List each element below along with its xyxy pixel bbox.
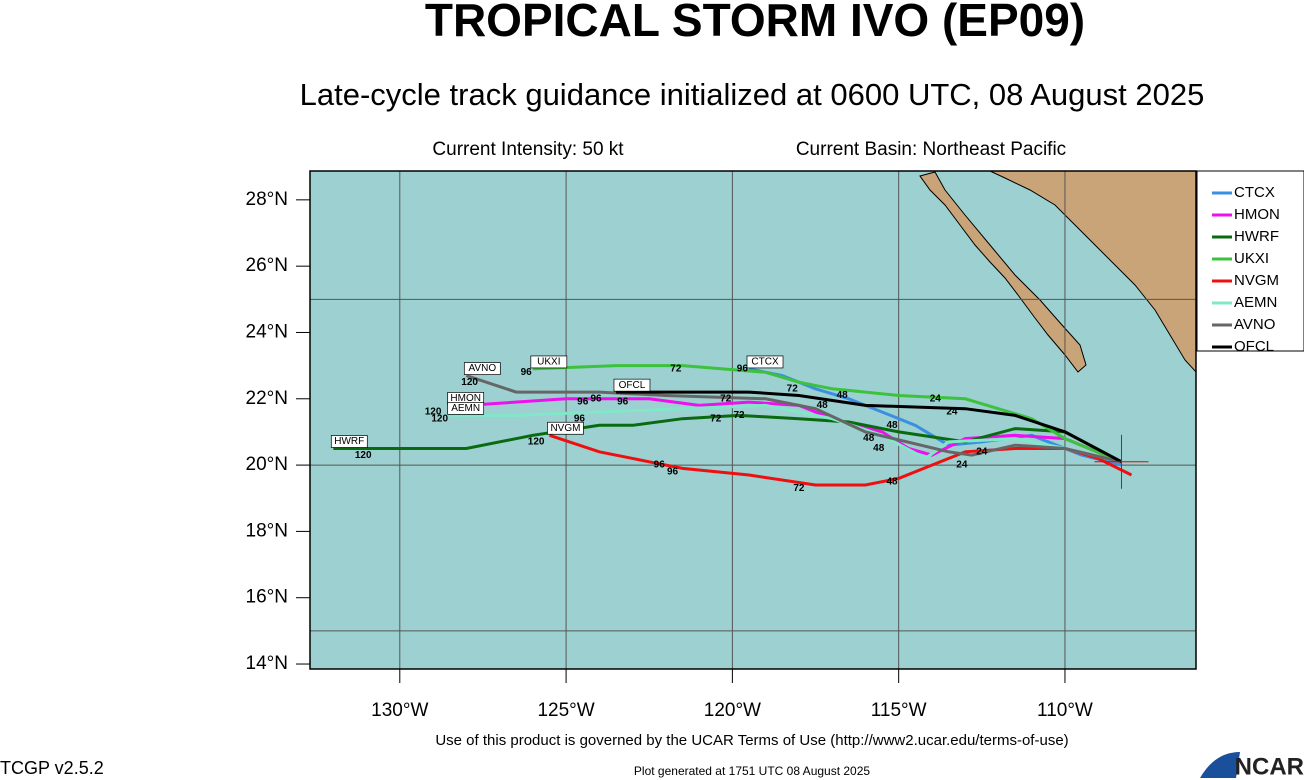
hour-label: 96 [521, 367, 533, 378]
hour-label: 72 [787, 383, 799, 394]
ncar-logo-mark [1200, 752, 1240, 778]
subtitle: Late-cycle track guidance initialized at… [300, 77, 1205, 112]
lon-tick-label: 120°W [704, 700, 761, 721]
legend-label: AEMN [1234, 294, 1277, 311]
legend-label: AVNO [1234, 316, 1275, 333]
lat-tick-label: 18°N [246, 520, 288, 541]
track-tag-box [330, 435, 368, 448]
track-tag: OFCL [619, 380, 646, 391]
basin: Current Basin: Northeast Pacific [796, 139, 1066, 160]
track-tag-box [447, 402, 485, 415]
generated: Plot generated at 1751 UTC 08 August 202… [634, 764, 870, 778]
lat-tick-label: 14°N [246, 653, 288, 674]
hour-label: 120 [431, 413, 448, 424]
mainland-mexico [989, 170, 1197, 374]
legend-label: UKXI [1234, 250, 1269, 267]
track-tag: HWRF [334, 436, 364, 447]
baja-california [919, 171, 1087, 373]
track-tag-box [613, 378, 651, 392]
hour-label: 24 [976, 446, 988, 457]
hour-label: 96 [574, 413, 586, 424]
hour-label: 120 [528, 437, 545, 448]
track-tag-box [530, 355, 568, 369]
hour-label: 24 [946, 407, 958, 418]
hour-label: 24 [956, 460, 968, 471]
lat-tick-label: 24°N [246, 321, 288, 342]
hour-label: 96 [590, 393, 602, 404]
hour-label: 72 [710, 413, 722, 424]
track-tag-box [463, 362, 501, 375]
lon-tick-label: 110°W [1037, 700, 1093, 721]
title: TROPICAL STORM IVO (EP09) [425, 0, 1085, 46]
hour-label: 48 [886, 420, 898, 431]
hour-label: 72 [720, 393, 732, 404]
ocean [310, 171, 1196, 669]
intensity: Current Intensity: 50 kt [432, 139, 624, 160]
hour-label: 72 [670, 364, 682, 375]
track-tag: AEMN [451, 403, 480, 414]
lat-tick-label: 28°N [246, 189, 288, 210]
legend-label: HMON [1234, 206, 1280, 223]
hour-label: 48 [837, 390, 849, 401]
track-tag: UKXI [537, 357, 560, 368]
track-line [465, 374, 1122, 464]
lat-tick-label: 16°N [246, 587, 288, 608]
version: TCGP v2.5.2 [0, 758, 104, 778]
legend-label: OFCL [1234, 338, 1274, 355]
legend-label: HWRF [1234, 228, 1279, 245]
lon-tick-label: 115°W [871, 700, 927, 721]
legend-box [1196, 170, 1304, 352]
hour-label: 96 [577, 397, 589, 408]
hour-label: 48 [863, 433, 875, 444]
track-tag: HMON [450, 393, 481, 404]
hour-label: 72 [793, 483, 805, 494]
hour-label: 120 [355, 450, 372, 461]
hour-label: 96 [654, 460, 666, 471]
hour-label: 120 [425, 407, 442, 418]
track-tag-box [746, 355, 784, 369]
legend-label: NVGM [1234, 272, 1279, 289]
hour-label: 96 [617, 397, 629, 408]
track-line [333, 413, 1123, 464]
lon-tick-label: 130°W [371, 700, 428, 721]
hour-label: 96 [667, 466, 679, 477]
hour-label: 72 [733, 410, 745, 421]
hour-label: 48 [873, 443, 885, 454]
track-line [616, 390, 1123, 464]
hour-label: 96 [737, 364, 749, 375]
track-tag: NVGM [550, 423, 580, 434]
ncar-logo: NCAR [1235, 753, 1304, 780]
lat-tick-label: 20°N [246, 454, 288, 475]
lon-tick-label: 125°W [537, 700, 594, 721]
hour-label: 24 [930, 393, 942, 404]
lat-tick-label: 22°N [246, 388, 288, 409]
hour-label: 48 [817, 400, 829, 411]
map-frame [309, 170, 1197, 670]
hour-label: 48 [886, 476, 898, 487]
track-tag: CTCX [751, 357, 779, 368]
terms: Use of this product is governed by the U… [435, 732, 1068, 749]
hour-label: 120 [461, 377, 478, 388]
lat-tick-label: 26°N [246, 255, 288, 276]
track-tag: AVNO [469, 363, 497, 374]
legend-label: CTCX [1234, 184, 1275, 201]
track-tag-box [547, 421, 584, 435]
